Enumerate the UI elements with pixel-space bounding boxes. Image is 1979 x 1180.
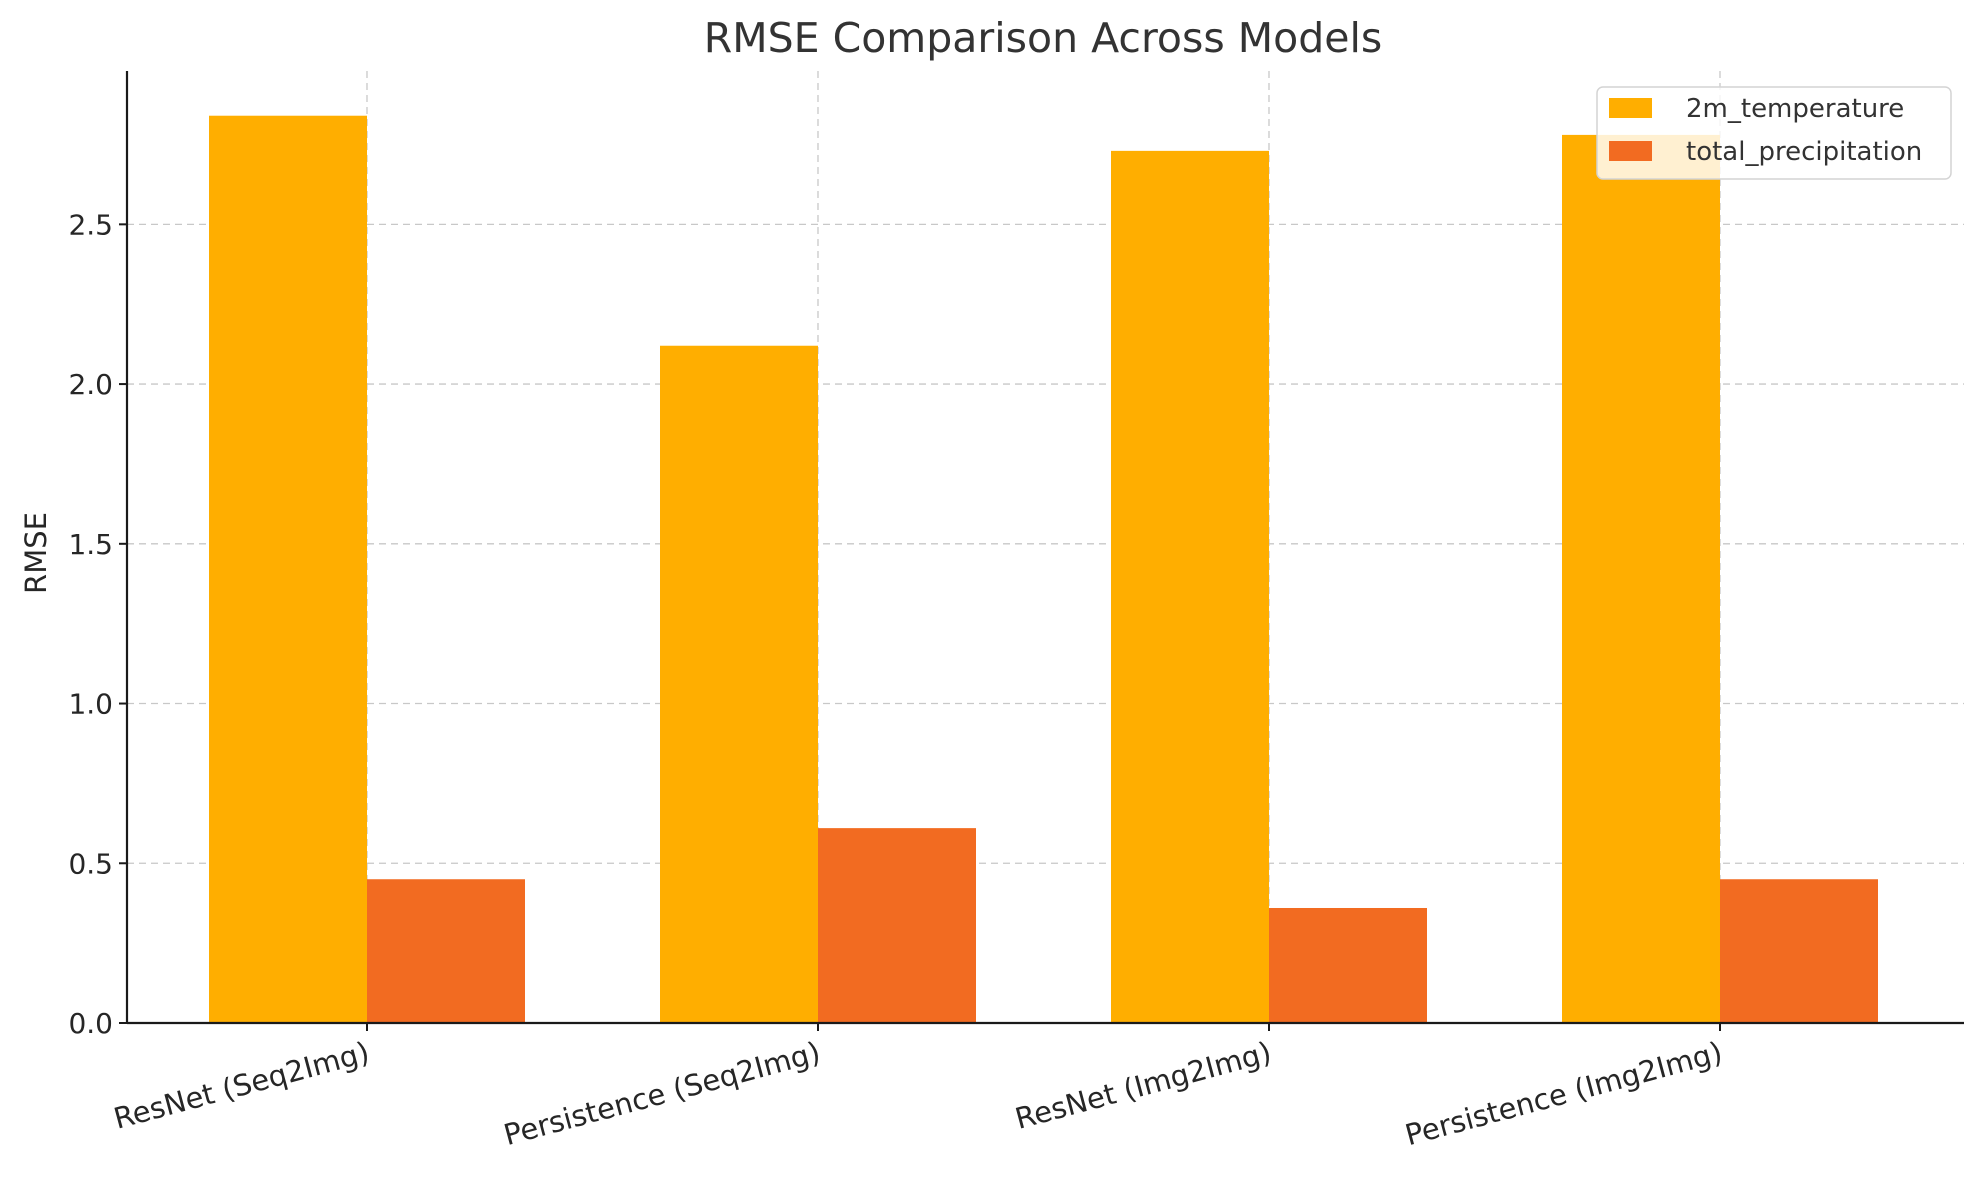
legend: 2m_temperature total_precipitation [1596,86,1952,180]
x-tick-label-resnet-seq2img: ResNet (Seq2Img) [110,1035,373,1136]
y-tick-label: 2.5 [68,208,113,241]
legend-frame [1596,86,1952,180]
y-tick-label: 0.5 [68,847,113,880]
bar-total-precipitation-resnet-seq2img [367,879,525,1023]
x-ticks: ResNet (Seq2Img) Persistence (Seq2Img) Res… [110,1023,1726,1152]
axes [125,71,1964,1025]
x-tick-label-persistence-img2img: Persistence (Img2Img) [1402,1035,1726,1152]
bar-2m-temperature-persistence-seq2img [660,345,818,1023]
y-ticks: 0.0 0.5 1.0 1.5 2.0 2.5 [68,208,127,1040]
bar-2m-temperature-resnet-img2img [1111,150,1269,1023]
legend-swatch-total-precipitation [1609,141,1652,161]
y-tick-label: 1.5 [68,528,113,561]
bar-total-precipitation-persistence-seq2img [818,828,976,1023]
y-tick-label: 2.0 [68,368,113,401]
bar-total-precipitation-resnet-img2img [1269,907,1427,1023]
legend-label-2m-temperature: 2m_temperature [1686,94,1904,124]
y-tick-label: 0.0 [68,1007,113,1040]
bar-total-precipitation-persistence-img2img [1720,879,1878,1023]
bar-2m-temperature-persistence-img2img [1562,134,1720,1023]
y-axis-label: RMSE [19,512,53,594]
y-tick-label: 1.0 [68,688,113,721]
chart-title: RMSE Comparison Across Models [704,14,1382,62]
bar-2m-temperature-resnet-seq2img [209,115,367,1023]
legend-swatch-2m-temperature [1609,98,1652,118]
x-tick-label-persistence-seq2img: Persistence (Seq2Img) [500,1035,824,1152]
x-tick-label-resnet-img2img: ResNet (Img2Img) [1012,1035,1275,1136]
legend-label-total-precipitation: total_precipitation [1686,137,1922,167]
bars [209,115,1878,1023]
